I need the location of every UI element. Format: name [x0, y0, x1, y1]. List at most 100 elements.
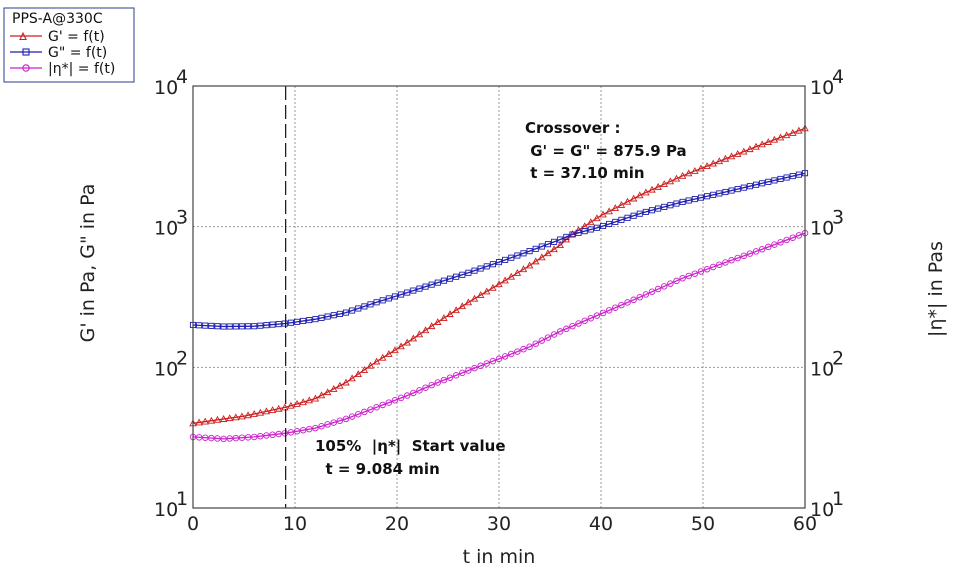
data-point-square: [667, 202, 674, 209]
data-point-circle: [275, 430, 282, 438]
data-point-triangle: [733, 150, 742, 157]
data-point-square: [349, 307, 356, 314]
data-point-triangle: [207, 416, 216, 424]
data-point-triangle: [421, 326, 430, 334]
data-point-triangle: [519, 265, 528, 273]
data-point-square: [783, 174, 790, 181]
data-point-circle: [422, 384, 429, 391]
data-point-circle: [716, 261, 723, 268]
data-point-square: [569, 231, 576, 238]
y-tick-exponent-left: 1: [176, 488, 188, 510]
data-point-square: [740, 184, 747, 191]
y-tick-exponent-left: 4: [176, 66, 188, 88]
data-point-triangle: [715, 157, 724, 165]
data-point-square: [410, 287, 417, 294]
data-point-square: [624, 214, 631, 221]
data-point-circle: [281, 430, 289, 437]
y-axis-left-label: G' in Pa, G" in Pa: [77, 184, 99, 343]
data-point-triangle: [330, 384, 338, 392]
crossover-annotation: Crossover : G' = G" = 875.9 Pa t = 37.10…: [525, 119, 687, 182]
data-point-square: [379, 297, 386, 304]
data-point-circle: [446, 374, 454, 381]
data-point-circle: [740, 252, 748, 260]
data-point-circle: [361, 408, 368, 416]
data-point-square: [697, 194, 705, 201]
data-point-square: [612, 218, 619, 225]
data-point-triangle: [434, 318, 442, 325]
data-point-circle: [550, 331, 558, 338]
data-point-circle: [507, 350, 515, 358]
data-point-circle: [722, 259, 729, 266]
data-point-circle: [250, 433, 258, 441]
data-point-triangle: [378, 353, 387, 361]
data-point-square: [765, 178, 772, 185]
data-point-triangle: [427, 322, 436, 330]
data-point-circle: [575, 320, 582, 327]
data-point-square: [306, 317, 313, 324]
data-point-circle: [348, 413, 356, 420]
data-point-triangle: [629, 194, 638, 202]
x-tick-label: 0: [187, 513, 199, 535]
data-point-triangle: [213, 415, 222, 423]
data-point-circle: [642, 291, 650, 298]
series-line: [192, 127, 806, 424]
data-point-square: [599, 222, 607, 230]
data-point-triangle: [495, 280, 503, 288]
data-point-triangle: [274, 404, 283, 412]
data-point-circle: [783, 236, 790, 244]
x-tick-label: 20: [385, 513, 409, 535]
data-point-circle: [416, 387, 423, 394]
data-point-circle: [330, 419, 338, 426]
data-point-square: [367, 301, 374, 308]
data-point-triangle: [348, 374, 356, 382]
data-point-square: [502, 256, 509, 263]
data-point-circle: [612, 304, 619, 311]
data-point-square: [759, 180, 766, 187]
x-tick-label: 40: [589, 513, 613, 535]
data-point-square: [514, 252, 521, 259]
legend-box: [3, 7, 135, 83]
data-point-circle: [208, 434, 215, 442]
data-point-circle: [532, 340, 539, 347]
data-point-triangle: [256, 408, 265, 416]
data-point-circle: [728, 256, 735, 264]
data-point-circle: [238, 434, 246, 441]
data-point-square: [404, 289, 411, 296]
crossover-value: G' = G" = 875.9 Pa: [525, 142, 687, 160]
data-point-circle: [226, 435, 233, 442]
data-point-square: [752, 181, 760, 188]
data-point-circle: [403, 392, 411, 399]
data-point-square: [232, 323, 239, 330]
data-point-triangle: [544, 249, 552, 257]
data-point-triangle: [201, 417, 209, 425]
data-point-triangle: [599, 210, 607, 218]
y-tick-label-right: 10: [810, 218, 834, 240]
data-point-circle: [257, 432, 264, 440]
data-point-triangle: [556, 241, 564, 249]
data-point-triangle: [470, 294, 479, 302]
data-point-triangle: [721, 154, 730, 162]
data-point-triangle: [287, 401, 295, 409]
data-point-circle: [697, 268, 705, 275]
data-point-circle: [648, 288, 656, 296]
data-point-triangle: [764, 138, 773, 145]
legend: PPS-A@330C G' = f(t) G" = f(t) |η*| = f(…: [3, 7, 135, 83]
data-point-triangle: [507, 272, 515, 280]
data-point-circle: [367, 406, 374, 413]
data-point-circle: [581, 317, 588, 325]
legend-label-g-prime: G' = f(t): [48, 29, 105, 45]
data-point-circle: [489, 357, 497, 365]
data-point-square: [453, 273, 460, 280]
square-marker-icon: [22, 48, 30, 56]
data-point-square: [563, 233, 570, 240]
data-point-triangle: [305, 396, 314, 404]
data-point-triangle: [317, 391, 326, 399]
data-point-circle: [244, 434, 252, 441]
data-point-triangle: [483, 287, 491, 295]
data-point-square: [293, 318, 301, 325]
triangle-marker-icon: [19, 31, 27, 41]
data-point-circle: [391, 396, 399, 404]
data-point-circle: [269, 431, 276, 439]
